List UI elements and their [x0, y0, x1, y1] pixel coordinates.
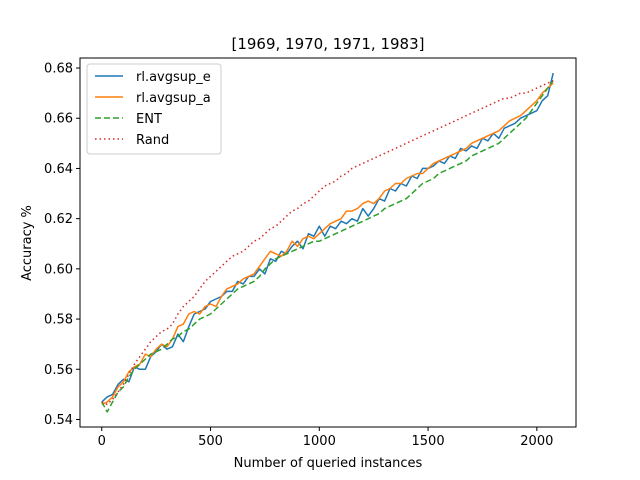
series-line-4 [101, 79, 554, 406]
y-tick-label: 0.54 [44, 413, 73, 428]
x-tick-label: 1500 [412, 434, 445, 449]
series-line-2 [101, 82, 554, 406]
x-tick-label: 1000 [303, 434, 336, 449]
series-line-3 [101, 80, 554, 413]
y-tick-label: 0.66 [44, 112, 73, 127]
y-tick-label: 0.56 [44, 363, 73, 378]
legend-label: ENT [136, 112, 162, 127]
x-axis: 0 500 1000 1500 2000 [98, 427, 553, 449]
chart-title: [1969, 1970, 1971, 1983] [231, 35, 424, 53]
legend: rl.avgsup_e rl.avgsup_a ENT Rand [86, 63, 222, 155]
series-line-1 [101, 72, 554, 403]
y-tick-label: 0.60 [44, 262, 73, 277]
legend-label: rl.avgsup_e [136, 70, 211, 85]
y-tick-label: 0.68 [44, 62, 73, 77]
series-layer [101, 72, 554, 413]
legend-box [86, 63, 222, 155]
y-axis-label: Accuracy % [20, 205, 35, 281]
y-tick-label: 0.58 [44, 313, 73, 328]
y-axis: 0.54 0.56 0.58 0.60 0.62 0.64 0.66 0.68 [44, 62, 80, 428]
y-tick-label: 0.62 [44, 212, 73, 227]
plot-frame [79, 57, 577, 428]
x-tick-label: 0 [98, 434, 106, 449]
x-tick-label: 2000 [520, 434, 553, 449]
legend-label: rl.avgsup_a [136, 91, 211, 106]
legend-label: Rand [136, 133, 169, 148]
x-axis-label: Number of queried instances [234, 456, 423, 471]
x-tick-label: 500 [198, 434, 223, 449]
y-tick-label: 0.64 [44, 162, 73, 177]
